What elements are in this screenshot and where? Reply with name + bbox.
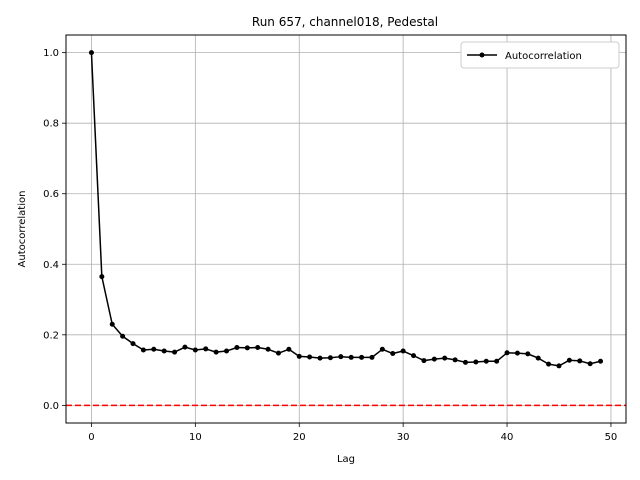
data-point [379, 346, 385, 352]
data-point [224, 348, 230, 354]
y-tick-label: 0.2 [43, 330, 59, 341]
x-tick-label: 0 [88, 432, 94, 443]
data-point [525, 351, 531, 357]
x-tick-label: 10 [189, 432, 202, 443]
x-axis-title: Lag [337, 454, 355, 465]
data-point [400, 348, 406, 354]
data-point [327, 355, 333, 361]
data-point [109, 321, 115, 327]
data-point [598, 358, 604, 364]
data-point [296, 353, 302, 359]
legend-box [460, 41, 620, 69]
data-point [473, 359, 479, 365]
data-point [369, 354, 375, 360]
data-point [338, 354, 344, 360]
data-point [151, 346, 157, 352]
data-point [359, 354, 365, 360]
data-point [431, 356, 437, 362]
data-point [172, 349, 178, 355]
data-point [182, 344, 188, 350]
data-point [546, 361, 552, 367]
data-point [535, 355, 541, 361]
y-axis-title: Autocorrelation [17, 191, 28, 268]
data-point [452, 357, 458, 363]
data-point [494, 358, 500, 364]
y-axis-ticks: 0.0 0.2 0.4 0.6 0.8 1.0 [43, 48, 66, 412]
data-point [566, 357, 572, 363]
data-point [161, 348, 167, 354]
legend-label: Autocorrelation [505, 51, 582, 62]
y-tick-label: 0.6 [43, 189, 59, 200]
data-point [577, 358, 583, 364]
data-point [120, 333, 126, 339]
legend: Autocorrelation [460, 41, 620, 69]
x-tick-label: 50 [605, 432, 618, 443]
y-tick-label: 0.4 [43, 260, 59, 271]
data-point [213, 349, 219, 355]
data-point [442, 355, 448, 361]
data-point [317, 355, 323, 361]
y-tick-label: 1.0 [43, 48, 59, 59]
plot-area-frame [65, 34, 627, 424]
data-point [307, 354, 313, 360]
data-point [514, 350, 520, 356]
data-point [275, 350, 281, 356]
data-point [411, 353, 417, 359]
data-point [99, 274, 105, 280]
data-point [462, 359, 468, 365]
data-point [130, 341, 136, 347]
y-tick-label: 0.0 [43, 401, 59, 412]
x-tick-label: 20 [293, 432, 306, 443]
data-point [390, 351, 396, 357]
x-tick-label: 30 [397, 432, 410, 443]
x-tick-label: 40 [501, 432, 514, 443]
data-point [234, 345, 240, 351]
x-axis-ticks: 0 10 20 30 40 50 [88, 423, 617, 443]
data-point [587, 361, 593, 367]
series-group [88, 50, 604, 369]
data-point [88, 50, 94, 56]
data-point [244, 345, 250, 351]
data-point [255, 345, 261, 351]
data-point [203, 346, 209, 352]
data-point [421, 358, 427, 364]
data-point [556, 363, 562, 369]
data-point [504, 350, 510, 356]
data-point [483, 358, 489, 364]
legend-marker-sample [479, 52, 485, 58]
data-point [286, 346, 292, 352]
y-tick-label: 0.8 [43, 119, 59, 130]
data-point [265, 346, 271, 352]
data-point [140, 347, 146, 353]
data-point [348, 354, 354, 360]
data-point [192, 347, 198, 353]
chart-title: Run 657, channel018, Pedestal [252, 15, 438, 29]
